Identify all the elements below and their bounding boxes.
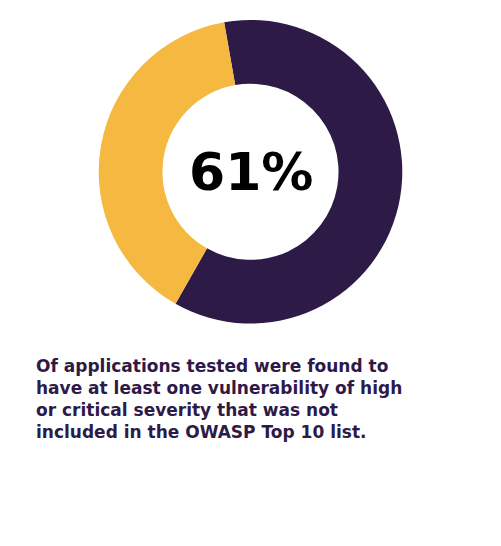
svg-text:61%: 61% <box>189 142 313 202</box>
svg-text:Of applications tested were fo: Of applications tested were found tohave… <box>36 356 402 442</box>
